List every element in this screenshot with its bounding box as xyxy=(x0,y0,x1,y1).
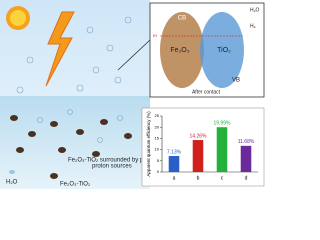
y-tick-label: 5 xyxy=(157,158,160,163)
cb-label: CB xyxy=(178,16,186,22)
bar xyxy=(168,156,180,172)
droplets xyxy=(16,16,132,143)
graphic: H₂O Fe₂O₃-TiO₂ proton sources Fe₂O₃-TiO₂… xyxy=(0,0,265,189)
vb-label: VB xyxy=(232,78,240,84)
x-tick-label: d xyxy=(245,175,248,181)
tio2-label: TiO₂ xyxy=(217,47,231,54)
lightning xyxy=(45,11,75,87)
catalyst-label: Fe₂O₃-TiO₂ xyxy=(60,182,91,188)
particles xyxy=(10,115,132,157)
y-tick-label: 10 xyxy=(155,147,160,152)
h2-label: H₂ xyxy=(250,23,256,29)
fe2o3-label: Fe₂O₃ xyxy=(170,47,189,54)
caption: Fe₂O₃-TiO₂ surrounded by proton sources xyxy=(68,158,180,164)
water xyxy=(0,96,150,189)
legend-catalyst-icon xyxy=(50,173,58,179)
band-diagram xyxy=(117,2,265,98)
water-label: H₂O xyxy=(6,180,18,186)
bar xyxy=(192,140,204,172)
y-tick-label: 25 xyxy=(155,113,160,118)
x-tick-label: a xyxy=(173,175,176,181)
legend-water-icon xyxy=(9,170,15,174)
ef-label: Ef xyxy=(153,33,158,38)
value-label: 7.13% xyxy=(167,149,182,155)
x-tick-label: c xyxy=(221,175,224,181)
value-label: 19.99% xyxy=(214,121,232,127)
chart: Apparent quantum efficiency (%) 0 5 10 15 20 2… xyxy=(146,111,258,181)
y-tick-label: 0 xyxy=(157,169,160,174)
h2o-label: H₂O xyxy=(250,7,260,13)
protons-label: proton sources xyxy=(92,164,132,170)
bar xyxy=(216,127,228,172)
after-label: After contact xyxy=(192,89,221,95)
y-tick-label: 15 xyxy=(155,135,160,140)
sun xyxy=(6,6,30,30)
bar xyxy=(240,145,252,172)
y-axis-label: Apparent quantum efficiency (%) xyxy=(146,111,151,177)
x-tick-label: b xyxy=(197,175,200,181)
y-tick-label: 20 xyxy=(155,124,160,129)
value-label: 11.68% xyxy=(238,139,255,145)
value-label: 14.26% xyxy=(190,133,208,139)
